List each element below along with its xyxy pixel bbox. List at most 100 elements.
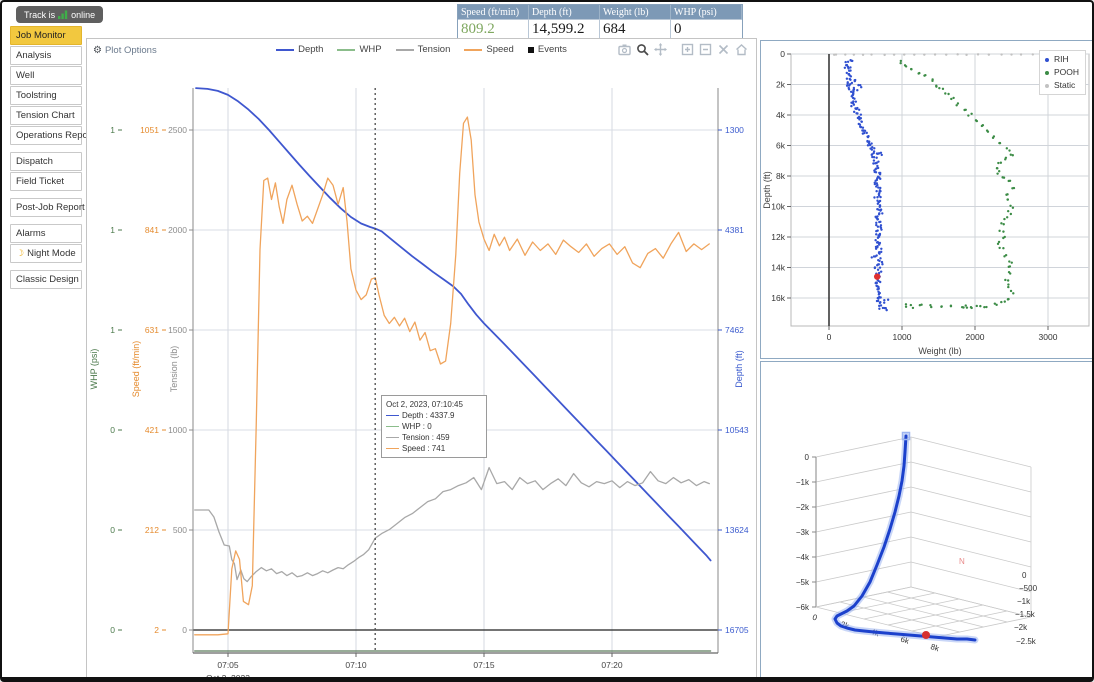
- legend-item-tension[interactable]: Tension: [395, 44, 451, 55]
- svg-text:Tension (lb): Tension (lb): [169, 346, 179, 393]
- sidebar-label: Job Monitor: [16, 30, 66, 41]
- svg-text:Speed (ft/min): Speed (ft/min): [131, 341, 141, 398]
- svg-text:−2k: −2k: [796, 503, 810, 512]
- svg-text:−4k: −4k: [796, 553, 810, 562]
- svg-text:2000: 2000: [966, 332, 985, 342]
- svg-text:8k: 8k: [776, 171, 786, 181]
- moon-icon: ☽: [16, 248, 25, 258]
- legend-item-pooh[interactable]: POOH: [1044, 66, 1079, 79]
- svg-text:1300: 1300: [725, 125, 744, 135]
- scatter-chart-canvas[interactable]: 0 2k 4k 6k 8k 10k 12k 14k 16k 0 1000 2000 3000 Weight…: [761, 41, 1092, 358]
- svg-text:631: 631: [145, 325, 159, 335]
- svg-text:2000: 2000: [168, 225, 187, 235]
- svg-text:841: 841: [145, 225, 159, 235]
- sidebar-item-dispatch[interactable]: Dispatch: [10, 152, 82, 171]
- svg-text:6k: 6k: [899, 635, 911, 646]
- svg-text:Depth (ft): Depth (ft): [762, 171, 772, 209]
- sidebar-item-tension-chart[interactable]: Tension Chart: [10, 106, 82, 125]
- well-3d-chart-canvas[interactable]: 0−1k−2k−3k−4k−5k−6k02k4k6k8k0−500−1k−1.5…: [761, 362, 1092, 680]
- depth-weight-scatter-panel: 0 2k 4k 6k 8k 10k 12k 14k 16k 0 1000 2000 3000 Weight…: [760, 40, 1092, 359]
- plot-modebar: [618, 43, 748, 56]
- sidebar-item-toolstring[interactable]: Toolstring: [10, 86, 82, 105]
- sidebar-item-alarms[interactable]: Alarms: [10, 224, 82, 243]
- sidebar-item-night-mode[interactable]: ☽ Night Mode: [10, 244, 82, 263]
- legend-item-speed[interactable]: Speed: [464, 44, 514, 55]
- job-monitor-chart-panel: 1 1051 2500 1300 1 841 2000 4381 1 631 1500 7462 0 42…: [86, 38, 757, 678]
- sidebar-item-operations-report[interactable]: Operations Report: [10, 126, 94, 145]
- sidebar-label: Analysis: [16, 50, 52, 61]
- sidebar-item-field-ticket[interactable]: Field Ticket: [10, 172, 82, 191]
- svg-text:2k: 2k: [776, 80, 786, 90]
- svg-text:N: N: [959, 557, 965, 566]
- sidebar-label: Field Ticket: [16, 176, 65, 187]
- zoom-in-icon[interactable]: [681, 43, 694, 56]
- svg-text:0: 0: [805, 453, 810, 462]
- pan-icon[interactable]: [654, 43, 667, 56]
- svg-text:1051: 1051: [140, 125, 159, 135]
- legend-item-whp[interactable]: WHP: [337, 44, 382, 55]
- sidebar-label: Post-Job Report: [16, 202, 85, 213]
- whp-line-swatch: [337, 48, 356, 51]
- svg-text:10543: 10543: [725, 425, 749, 435]
- svg-text:421: 421: [145, 425, 159, 435]
- sidebar-item-classic-design[interactable]: Classic Design: [10, 270, 82, 289]
- plot-options-button[interactable]: ⚙ Plot Options: [93, 45, 157, 56]
- stat-value-weight: 684: [600, 19, 671, 40]
- well-trajectory-3d-panel: 0 −1k −2k −3k −4k −5k −6k 0 2k 4k 6k 8k 0 −500 −1k −1.5…: [760, 361, 1092, 680]
- track-status-button[interactable]: Track is online: [16, 6, 104, 23]
- hover-tooltip: Oct 2, 2023, 07:10:45 Depth : 4337.9 WHP…: [381, 395, 487, 458]
- svg-text:16k: 16k: [771, 293, 785, 303]
- chart-legend: Depth WHP Tension Speed Events: [87, 44, 756, 55]
- tooltip-depth-value: Depth : 4337.9: [402, 411, 455, 420]
- tooltip-whp-value: WHP : 0: [402, 422, 432, 431]
- close-icon[interactable]: [717, 43, 730, 56]
- tooltip-tension-swatch: [386, 437, 399, 438]
- legend-item-depth[interactable]: Depth: [276, 44, 323, 55]
- svg-text:WHP (psi): WHP (psi): [89, 349, 99, 390]
- tooltip-whp-swatch: [386, 426, 399, 427]
- sidebar-item-post-job-report[interactable]: Post-Job Report: [10, 198, 85, 217]
- stat-value-depth: 14,599.2: [529, 19, 600, 40]
- legend-item-static[interactable]: Static: [1044, 79, 1079, 92]
- sidebar-label: Toolstring: [16, 90, 57, 101]
- svg-text:07:20: 07:20: [601, 660, 623, 670]
- zoom-icon[interactable]: [636, 43, 649, 56]
- events-marker-swatch: [527, 46, 534, 53]
- sidebar-label: Alarms: [16, 228, 46, 239]
- signal-bars-icon: [58, 10, 68, 19]
- legend-label: Depth: [298, 44, 324, 55]
- svg-text:−1k: −1k: [1017, 597, 1031, 606]
- stat-header-weight: Weight (lb): [600, 5, 671, 19]
- sidebar-label: Well: [16, 70, 35, 81]
- sidebar-item-job-monitor[interactable]: Job Monitor: [10, 26, 82, 45]
- track-status-suffix: online: [71, 9, 96, 20]
- tension-line-swatch: [395, 48, 414, 51]
- stat-value-whp: 0: [671, 19, 742, 40]
- tooltip-tension-value: Tension : 459: [402, 433, 450, 442]
- home-icon[interactable]: [735, 43, 748, 56]
- svg-text:07:10: 07:10: [345, 660, 367, 670]
- legend-item-rih[interactable]: RIH: [1044, 53, 1079, 66]
- svg-text:−6k: −6k: [796, 603, 810, 612]
- sidebar-item-well[interactable]: Well: [10, 66, 82, 85]
- svg-text:6k: 6k: [776, 141, 786, 151]
- legend-item-events[interactable]: Events: [527, 44, 567, 55]
- stat-value-speed: 809.2: [458, 19, 529, 40]
- svg-text:−5k: −5k: [796, 578, 810, 587]
- svg-text:0: 0: [182, 625, 187, 635]
- live-stats-table: Speed (ft/min) Depth (ft) Weight (lb) WH…: [457, 4, 743, 41]
- zoom-out-icon[interactable]: [699, 43, 712, 56]
- camera-icon[interactable]: [618, 43, 631, 56]
- svg-text:8k: 8k: [929, 642, 941, 653]
- svg-text:7462: 7462: [725, 325, 744, 335]
- tooltip-speed-swatch: [386, 448, 399, 449]
- svg-text:−1k: −1k: [796, 478, 810, 487]
- legend-label: Tension: [417, 44, 451, 55]
- sidebar-item-analysis[interactable]: Analysis: [10, 46, 82, 65]
- svg-text:Depth (ft): Depth (ft): [734, 350, 744, 388]
- svg-text:0: 0: [827, 332, 832, 342]
- svg-text:4381: 4381: [725, 225, 744, 235]
- svg-text:1000: 1000: [893, 332, 912, 342]
